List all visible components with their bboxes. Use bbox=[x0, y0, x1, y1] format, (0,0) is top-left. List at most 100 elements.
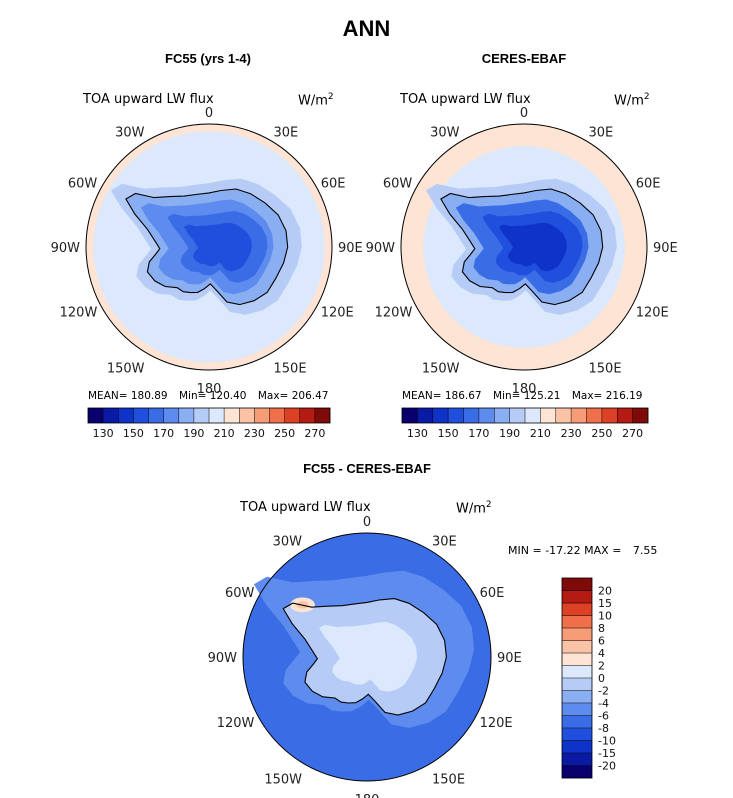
colorbar-diff-label: -6 bbox=[598, 710, 609, 723]
colorbar-left-swatch bbox=[299, 408, 316, 423]
label-lon-90w: 90W bbox=[208, 651, 238, 666]
units-exponent: 2 bbox=[327, 92, 334, 102]
colorbar-diff-swatch bbox=[562, 628, 592, 641]
panel-diff-units: W/m2 bbox=[456, 500, 492, 516]
colorbar-right-swatch bbox=[417, 408, 434, 423]
label-lon-120w: 120W bbox=[217, 716, 255, 731]
panel-right-units: W/m2 bbox=[614, 92, 650, 108]
label-lon-90e: 90E bbox=[338, 241, 363, 256]
panel-left-units: W/m2 bbox=[298, 92, 334, 108]
colorbar-right-swatch bbox=[494, 408, 510, 423]
colorbar-left-swatch bbox=[118, 408, 134, 423]
label-lon-0: 0 bbox=[520, 106, 528, 121]
colorbar-left-swatch bbox=[209, 408, 225, 423]
label-lon-30w: 30W bbox=[430, 125, 460, 140]
colorbar-right-label: 190 bbox=[499, 427, 520, 440]
colorbar-left-swatch bbox=[103, 408, 119, 423]
colorbar-right-swatch bbox=[571, 408, 587, 423]
colorbar-diff-label: 2 bbox=[598, 660, 605, 673]
colorbar-left-label: 170 bbox=[153, 427, 174, 440]
mean-label: MEAN= bbox=[402, 390, 442, 402]
colorbar-diff-label: 20 bbox=[598, 585, 612, 598]
panel-left-variable: TOA upward LW flux bbox=[83, 92, 214, 107]
colorbar-right-label: 130 bbox=[407, 427, 428, 440]
diff-min-value: -17.22 bbox=[545, 544, 581, 557]
label-lon-60e: 60E bbox=[480, 586, 505, 601]
label-lon-90w: 90W bbox=[51, 241, 81, 256]
label-lon-30e: 30E bbox=[589, 125, 614, 140]
colorbar-left-swatch bbox=[88, 408, 104, 423]
diff-map-border bbox=[242, 532, 492, 782]
colorbar-diff-label: -20 bbox=[598, 760, 616, 773]
colorbar-right-swatch bbox=[478, 408, 495, 423]
label-lon-120e: 120E bbox=[636, 306, 669, 321]
label-lon-150e: 150E bbox=[589, 362, 622, 377]
min-label: Min= bbox=[178, 390, 207, 402]
panel-right-title: CERES-EBAF bbox=[481, 51, 567, 66]
colorbar-left-label: 210 bbox=[214, 427, 235, 440]
units-exponent: 2 bbox=[485, 500, 492, 510]
label-lon-150e: 150E bbox=[432, 773, 465, 788]
panel-right-stats: MEAN= 186.67 Min= 125.21 Max= 216.19 bbox=[402, 390, 642, 402]
colorbar-diff-swatch bbox=[562, 665, 592, 679]
mean-label: MEAN= bbox=[88, 390, 128, 402]
colorbar-diff-swatch bbox=[562, 703, 592, 716]
label-lon-180: 180 bbox=[197, 382, 222, 397]
label-lon-60w: 60W bbox=[383, 177, 413, 192]
colorbar-left-swatch bbox=[163, 408, 179, 423]
panel-left-title: FC55 (yrs 1-4) bbox=[165, 51, 251, 66]
colorbar-left-swatch bbox=[254, 408, 270, 423]
diff-coastline bbox=[282, 598, 447, 716]
colorbar-diff-swatch bbox=[562, 640, 592, 654]
colorbar-right-swatch bbox=[432, 408, 449, 423]
label-lon-60e: 60E bbox=[321, 177, 346, 192]
max-label: Max= bbox=[257, 390, 289, 402]
colorbar-right-label: 230 bbox=[561, 427, 582, 440]
panel-left-stats: MEAN= 180.89 Min= 120.40 Max= 206.47 bbox=[88, 390, 328, 402]
colorbar-right-swatch bbox=[586, 408, 603, 423]
colorbar-diff-label: -4 bbox=[598, 697, 609, 710]
label-lon-150w: 150W bbox=[264, 773, 302, 788]
colorbar-left-swatch bbox=[224, 408, 240, 423]
label-lon-30e: 30E bbox=[432, 534, 457, 549]
left-coastline bbox=[125, 188, 289, 306]
left-map-border bbox=[85, 123, 333, 371]
label-lon-0: 0 bbox=[363, 515, 371, 530]
units-text: W/m bbox=[456, 501, 486, 517]
colorbar-diff-label: 10 bbox=[598, 610, 612, 623]
panel-right-variable: TOA upward LW flux bbox=[400, 92, 531, 107]
units-text: W/m bbox=[298, 93, 328, 109]
diff-ice-core bbox=[319, 621, 418, 692]
colorbar-right-label: 170 bbox=[468, 427, 489, 440]
diff-max-value: 7.55 bbox=[632, 544, 658, 557]
right-contour-140 bbox=[498, 222, 567, 272]
colorbar-diff-label: -2 bbox=[598, 685, 609, 698]
colorbar-left-label: 230 bbox=[244, 427, 265, 440]
colorbar-diff-swatch bbox=[562, 678, 592, 691]
colorbar-diff-swatch bbox=[562, 728, 592, 741]
label-lon-120e: 120E bbox=[321, 306, 354, 321]
colorbar-diff-swatch bbox=[562, 603, 592, 616]
colorbar-diff-swatch bbox=[562, 578, 592, 591]
label-lon-150w: 150W bbox=[107, 362, 145, 377]
colorbar-right-label: 210 bbox=[530, 427, 551, 440]
figure-title: ANN bbox=[342, 16, 391, 41]
min-value: 125.21 bbox=[523, 390, 561, 402]
colorbar-left-label: 130 bbox=[93, 427, 114, 440]
colorbar-left-label: 270 bbox=[304, 427, 325, 440]
colorbar-right-label: 150 bbox=[438, 427, 459, 440]
label-lon-60e: 60E bbox=[636, 177, 661, 192]
label-lon-120e: 120E bbox=[480, 716, 513, 731]
colorbar-left-label: 150 bbox=[123, 427, 144, 440]
colorbar-diff-label: 6 bbox=[598, 635, 605, 648]
right-map-border bbox=[400, 123, 648, 371]
label-lon-30w: 30W bbox=[273, 534, 303, 549]
label-lon-90e: 90E bbox=[497, 651, 522, 666]
mean-value: 186.67 bbox=[444, 390, 482, 402]
label-lon-90w: 90W bbox=[366, 241, 396, 256]
colorbar-diff-swatch bbox=[562, 653, 592, 666]
colorbar-right-label: 270 bbox=[622, 427, 643, 440]
